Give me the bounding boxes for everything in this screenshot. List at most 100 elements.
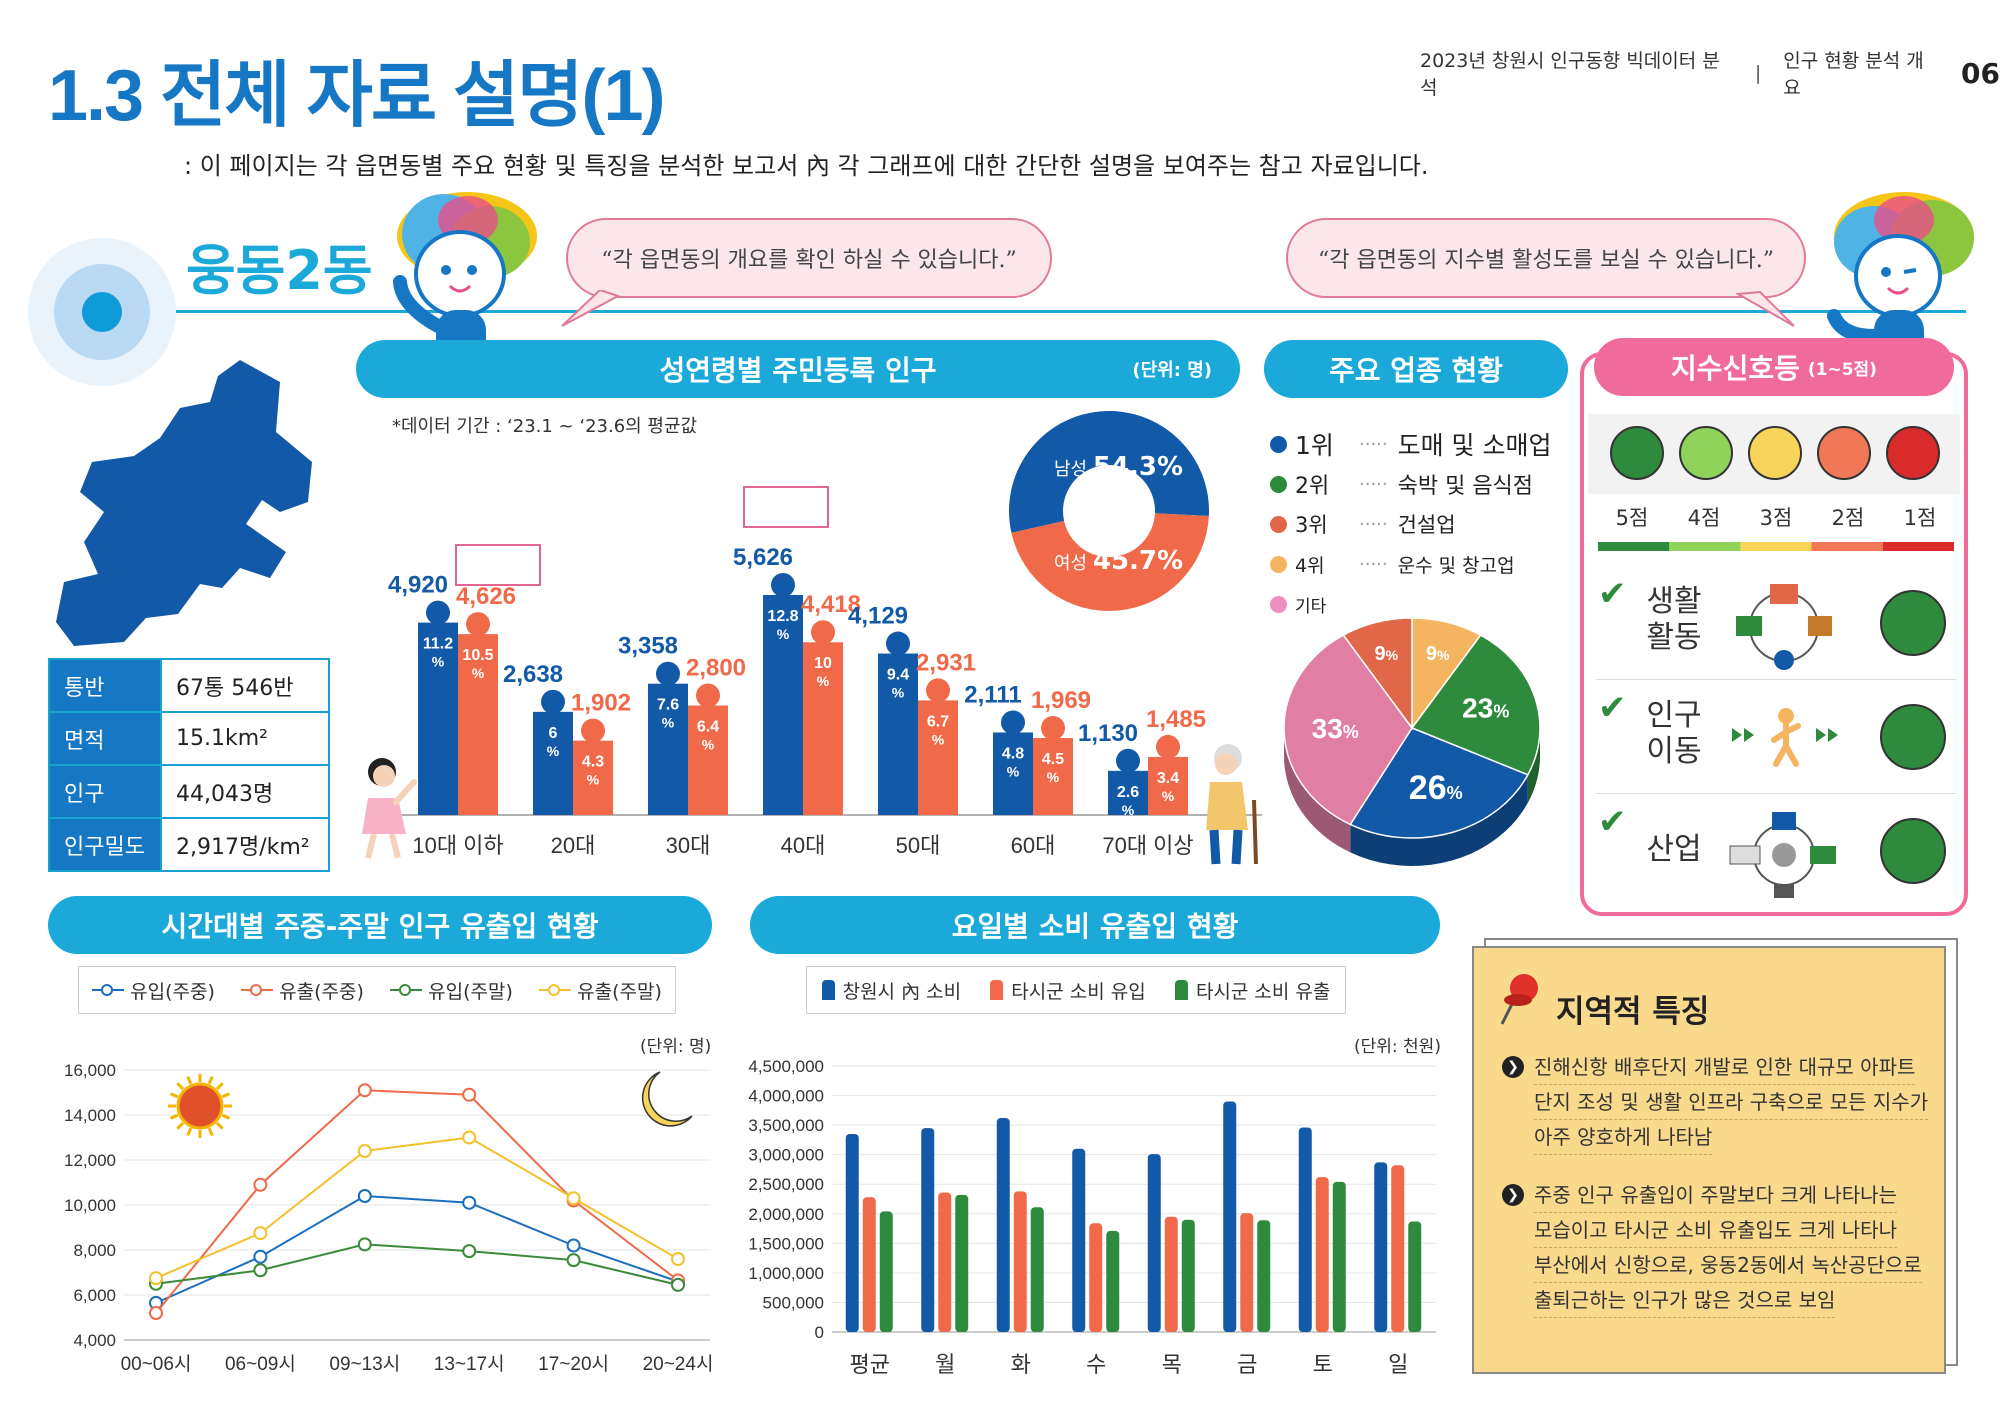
dots: ····· — [1359, 553, 1388, 575]
female-label: 여성 45.7% — [1054, 546, 1183, 576]
feature-item-1: ❯ 진해신항 배후단지 개발로 인한 대규모 아파트 단지 조성 및 생활 인프… — [1502, 1050, 1942, 1155]
male-label: 남성 54.3% — [1054, 452, 1183, 482]
male-pct: 54.3% — [1092, 452, 1184, 482]
value-label: 1,485 — [1146, 706, 1206, 733]
male-label-text: 남성 — [1054, 459, 1088, 480]
feature-line: 단지 조성 및 생활 인프라 구축으로 모든 지수가 — [1534, 1085, 1929, 1120]
industry-icon — [1729, 812, 1836, 898]
bar-2 — [1257, 1220, 1271, 1332]
info-row-density: 인구밀도 2,917명/km² — [48, 817, 330, 872]
dots: ····· — [1359, 513, 1388, 535]
industry-rank: 4위 — [1295, 554, 1325, 577]
signal-label: 산업 — [1634, 832, 1714, 868]
page-number: 06 — [1961, 56, 2000, 90]
features-title: 지역적 특징 — [1556, 994, 1710, 1030]
bar-0 — [1374, 1162, 1388, 1332]
series-point — [566, 1191, 581, 1206]
info-row-tongban: 통반 67통 546반 — [48, 658, 330, 713]
series-point — [357, 1237, 372, 1252]
speech-bubble-left: “각 읍면동의 개요를 확인 하실 수 있습니다.” — [566, 218, 1052, 298]
pct-label: 10 — [814, 655, 832, 672]
bar-0 — [845, 1133, 859, 1332]
series-line — [155, 1243, 679, 1286]
dots: ····· — [1359, 433, 1388, 455]
y-tick-label: 1,000,000 — [748, 1264, 824, 1283]
info-value: 2,917명/km² — [160, 817, 330, 872]
bar-head — [1001, 710, 1025, 735]
y-tick-label: 10,000 — [64, 1196, 116, 1215]
signal-face-2 — [1817, 426, 1871, 480]
score-label: 2점 — [1831, 506, 1865, 530]
feature-line: 주중 인구 유출입이 주말보다 크게 나타나는 — [1534, 1178, 1897, 1213]
x-tick-label: 목 — [1162, 1352, 1182, 1377]
bar-female — [803, 642, 843, 815]
spend-legend: 창원시 內 소비 타시군 소비 유입 타시군 소비 유출 — [806, 966, 1346, 1014]
feature-line: 출퇴근하는 인구가 많은 것으로 보임 — [1534, 1283, 1836, 1318]
sun-ray — [221, 1092, 231, 1099]
score-label: 1점 — [1903, 506, 1937, 530]
bar-male — [763, 595, 803, 815]
feature-item-2: ❯ 주중 인구 유출입이 주말보다 크게 나타나는 모습이고 타시군 소비 유출… — [1502, 1178, 1942, 1318]
legend-dot — [1270, 555, 1287, 573]
pie-side — [1350, 774, 1528, 866]
pct-label: 6 — [549, 725, 558, 742]
y-tick-label: 8,000 — [73, 1241, 116, 1260]
value-label: 1,130 — [1078, 720, 1138, 747]
industry-name: 도매 및 소매업 — [1397, 431, 1552, 460]
pct-sign: % — [817, 673, 830, 689]
bar-2 — [1408, 1221, 1422, 1332]
sun-ray — [186, 1127, 193, 1137]
donut-slice — [1009, 411, 1209, 533]
x-tick-label: 09~13시 — [329, 1354, 400, 1375]
pct-sign: % — [1122, 802, 1135, 818]
x-tick-label: 20~24시 — [643, 1354, 714, 1375]
industry-header: 주요 업종 현황 — [1264, 340, 1568, 398]
info-value: 44,043명 — [160, 764, 330, 819]
female-label-text: 여성 — [1054, 553, 1088, 574]
series-point — [566, 1238, 581, 1253]
sun-disc — [176, 1082, 224, 1130]
bar-2 — [955, 1194, 969, 1332]
series-point — [253, 1249, 268, 1264]
signal-label-1: 인구 — [1646, 698, 1702, 733]
value-label: 4,920 — [388, 572, 448, 599]
bar-2 — [1332, 1181, 1346, 1332]
bar-female — [1148, 756, 1188, 815]
bar-male — [648, 683, 688, 815]
info-key: 인구밀도 — [48, 817, 162, 872]
pie-label: 9% — [1426, 643, 1450, 665]
signal-label: 인구 이동 — [1634, 698, 1714, 770]
flow-line-chart: 4,000 6,000 8,000 10,000 12,000 14,000 16,000 0… — [64, 1061, 714, 1375]
section-name: 인구 현황 분석 개요 — [1783, 50, 1924, 99]
pct-sign: % — [1007, 763, 1020, 779]
signal-face-5 — [1610, 426, 1664, 480]
industry-pie-chart: 9%23%26%33%9% — [1283, 618, 1541, 866]
feature-line: 진해신항 배후단지 개발로 인한 대규모 아파트 — [1534, 1050, 1916, 1085]
check-icon: ✔ — [1598, 574, 1627, 614]
pie-label: 9% — [1374, 643, 1398, 665]
series-line — [155, 1136, 679, 1280]
bar-1 — [938, 1192, 952, 1332]
pct-label: 6.4 — [697, 719, 719, 736]
pop-chart-title: 성연령별 주민등록 인구 — [659, 354, 937, 387]
pop-chart-unit: (단위: 명) — [1132, 360, 1212, 381]
pct-label: 7.6 — [657, 697, 679, 714]
legend-dot — [1270, 435, 1287, 453]
legend-dot — [1270, 595, 1287, 613]
x-tick-label: 토 — [1313, 1352, 1333, 1377]
pie-slice — [1410, 634, 1541, 776]
pct-sign: % — [472, 665, 485, 681]
legend-item: 유출(주말) — [539, 977, 662, 1004]
bar-head — [581, 718, 605, 743]
population-move-icon — [1732, 708, 1838, 767]
signal-label-1: 생활 — [1646, 584, 1702, 619]
pop-chart-note: *데이터 기간 : ‘23.1 ~ ‘23.6의 평균값 — [392, 416, 698, 437]
legend-dot — [1270, 475, 1287, 493]
pct-sign: % — [702, 737, 715, 753]
signal-row-industry: ✔ 산업 — [1596, 798, 1956, 908]
signal-row-migration: ✔ 인구 이동 — [1596, 684, 1956, 794]
industry-item: 기타 — [1270, 584, 1570, 624]
info-key: 통반 — [48, 658, 162, 713]
value-label: 4,626 — [456, 583, 516, 610]
bar-female — [688, 705, 728, 815]
